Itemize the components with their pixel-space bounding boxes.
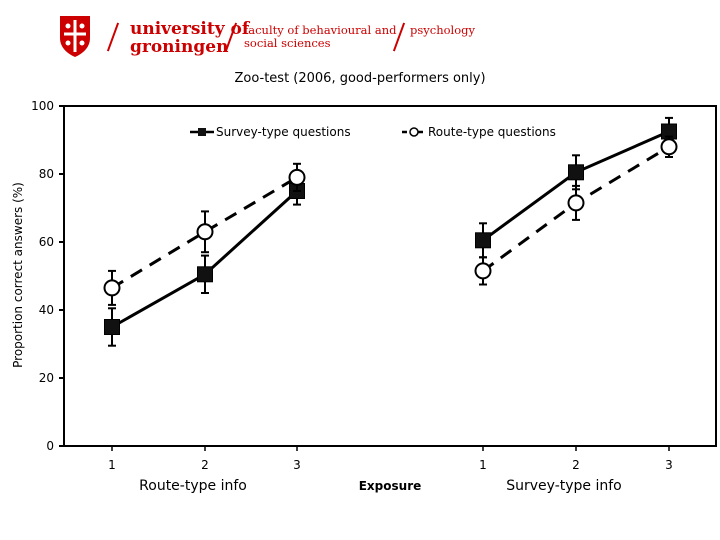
x-tick-label: 1 — [108, 458, 116, 472]
x-tick-label: 2 — [201, 458, 209, 472]
data-point — [660, 138, 678, 156]
x-tick-label: 3 — [665, 458, 673, 472]
university-name-line2: groningen — [130, 37, 229, 57]
data-point — [568, 164, 584, 181]
x-axis-label: Exposure — [359, 479, 422, 493]
y-tick-label: 20 — [39, 371, 54, 385]
x-tick-label: 2 — [572, 458, 580, 472]
legend-marker — [409, 127, 419, 137]
university-name-line1: university of — [130, 19, 250, 39]
data-point — [475, 232, 491, 249]
faculty-name-line2: social sciences — [244, 36, 331, 50]
plot-band — [0, 80, 720, 540]
x-tick-label: 1 — [479, 458, 487, 472]
plot-frame — [63, 105, 717, 447]
series-line — [111, 176, 298, 290]
university-name: university of groningen — [130, 20, 249, 56]
legend-marker — [198, 128, 206, 136]
faculty-name-line1: faculty of behavioural and — [244, 23, 397, 37]
data-point — [103, 279, 121, 297]
chart-title: Zoo-test (2006, good-performers only) — [234, 71, 485, 86]
faculty-name: faculty of behavioural and social scienc… — [244, 24, 397, 50]
group-label: Survey-type info — [506, 478, 622, 494]
y-axis-label: Proportion correct answers (%) — [11, 182, 25, 368]
legend-label: Route-type questions — [428, 125, 556, 139]
university-crest-icon — [60, 16, 90, 57]
y-tick-label: 100 — [31, 99, 54, 113]
legend-label: Survey-type questions — [216, 125, 351, 139]
y-tick-label: 60 — [39, 235, 54, 249]
data-point — [567, 194, 585, 212]
data-point — [288, 168, 306, 186]
data-point — [197, 266, 213, 283]
data-point — [196, 223, 214, 241]
y-tick-label: 80 — [39, 167, 54, 181]
data-point — [104, 319, 120, 335]
department-name: psychology — [410, 23, 475, 37]
y-tick-label: 0 — [46, 439, 54, 453]
x-tick-label: 3 — [293, 458, 301, 472]
university-header: university of groningen faculty of behav… — [0, 0, 720, 80]
data-point — [474, 262, 492, 280]
group-label: Route-type info — [139, 478, 247, 494]
plot-area: 0 20 40 60 80 100 1 2 3 Route-type info 1 2 3 Survey-… — [31, 99, 717, 494]
y-tick-label: 40 — [39, 303, 54, 317]
